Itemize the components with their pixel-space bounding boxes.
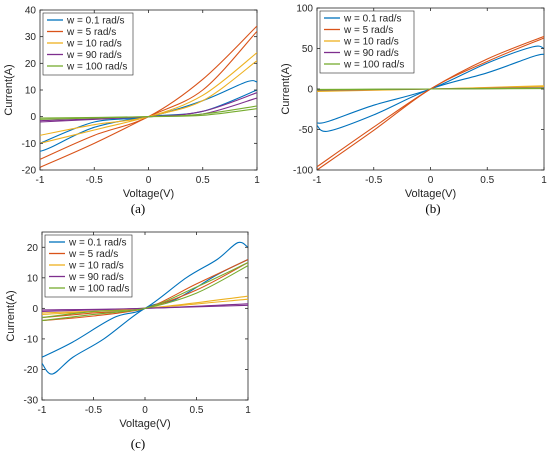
series-line-5-lower xyxy=(42,265,248,322)
x-tick-label: 1 xyxy=(245,405,251,416)
y-tick-label: -100 xyxy=(293,166,313,177)
y-tick-label: 10 xyxy=(25,86,37,97)
legend-label: w = 10 rad/s xyxy=(343,37,399,48)
y-tick-label: 30 xyxy=(25,32,37,43)
x-tick-label: 0 xyxy=(428,175,434,186)
series-line-1-upper xyxy=(42,241,248,358)
series-group xyxy=(42,241,248,375)
series-line-5-lower xyxy=(317,88,544,91)
x-tick-label: 0.5 xyxy=(480,175,494,186)
legend-label: w = 100 rad/s xyxy=(343,60,404,71)
series-line-5-lower xyxy=(40,108,257,120)
legend-label: w = 10 rad/s xyxy=(66,39,122,50)
x-tick-label: 0.5 xyxy=(190,405,204,416)
y-tick-label: 100 xyxy=(296,4,313,15)
x-tick-label: -1 xyxy=(313,175,322,186)
legend-label: w = 5 rad/s xyxy=(68,249,118,260)
legend-label: w = 100 rad/s xyxy=(68,284,129,295)
y-tick-label: 40 xyxy=(25,6,37,17)
y-tick-label: 10 xyxy=(27,273,39,284)
series-group xyxy=(40,25,257,168)
x-tick-label: 0.5 xyxy=(196,175,210,186)
legend-label: w = 90 rad/s xyxy=(68,272,124,283)
y-axis-label: Current(A) xyxy=(3,64,15,115)
series-group xyxy=(317,35,544,170)
legend-label: w = 10 rad/s xyxy=(68,261,124,272)
legend-box xyxy=(44,234,133,298)
legend-box xyxy=(42,12,134,76)
chart-panel-1: -1 -0.5 0 0.5 1 -20 -10 0 10 20 30 40 Voltage(V) Curr… xyxy=(3,6,260,217)
y-tick-label: 0 xyxy=(32,304,38,315)
chart-panel-2: -1 -0.5 0 0.5 1 -100 -50 0 50 100 Voltage(V) Curren… xyxy=(280,4,547,217)
y-tick-label: 0 xyxy=(30,112,36,123)
y-tick-label: 20 xyxy=(27,243,39,254)
x-axis-label: Voltage(V) xyxy=(405,188,456,200)
x-tick-label: -0.5 xyxy=(86,175,104,186)
legend-label: w = 5 rad/s xyxy=(343,25,393,36)
legend-label: w = 5 rad/s xyxy=(66,27,116,38)
x-tick-label: -1 xyxy=(36,175,45,186)
x-axis-label: Voltage(V) xyxy=(123,188,174,200)
legend-box xyxy=(319,10,415,74)
x-tick-label: 0 xyxy=(146,175,152,186)
y-tick-label: 50 xyxy=(302,44,314,55)
x-tick-label: -1 xyxy=(38,405,47,416)
y-tick-label: -10 xyxy=(22,139,37,150)
panel-caption: (b) xyxy=(425,201,440,216)
y-tick-label: -20 xyxy=(22,166,37,177)
y-tick-label: 0 xyxy=(307,85,313,96)
y-tick-label: -30 xyxy=(24,396,39,407)
y-axis-label: Current(A) xyxy=(5,290,17,341)
legend-label: w = 90 rad/s xyxy=(343,48,399,59)
legend-label: w = 90 rad/s xyxy=(66,50,122,61)
legend-label: w = 0.1 rad/s xyxy=(66,16,125,27)
y-axis-label: Current(A) xyxy=(280,63,292,114)
legend-label: w = 100 rad/s xyxy=(66,62,127,73)
legend-label: w = 0.1 rad/s xyxy=(343,14,402,25)
y-tick-label: -20 xyxy=(24,365,39,376)
x-axis-label: Voltage(V) xyxy=(119,418,170,430)
x-tick-label: 1 xyxy=(541,175,547,186)
x-tick-label: 0 xyxy=(142,405,148,416)
y-tick-label: -50 xyxy=(299,125,314,136)
panel-caption: (a) xyxy=(131,201,145,216)
x-tick-label: -0.5 xyxy=(365,175,383,186)
series-line-1-lower xyxy=(42,258,248,375)
legend-label: w = 0.1 rad/s xyxy=(68,238,127,249)
y-tick-label: 20 xyxy=(25,59,37,70)
chart-panel-3: -1 -0.5 0 0.5 1 -30 -20 -10 0 10 20 Voltage(V) Curre… xyxy=(5,231,251,451)
x-tick-label: 1 xyxy=(254,175,260,186)
y-tick-label: -10 xyxy=(24,334,39,345)
x-tick-label: -0.5 xyxy=(85,405,103,416)
panel-caption: (c) xyxy=(131,436,145,451)
